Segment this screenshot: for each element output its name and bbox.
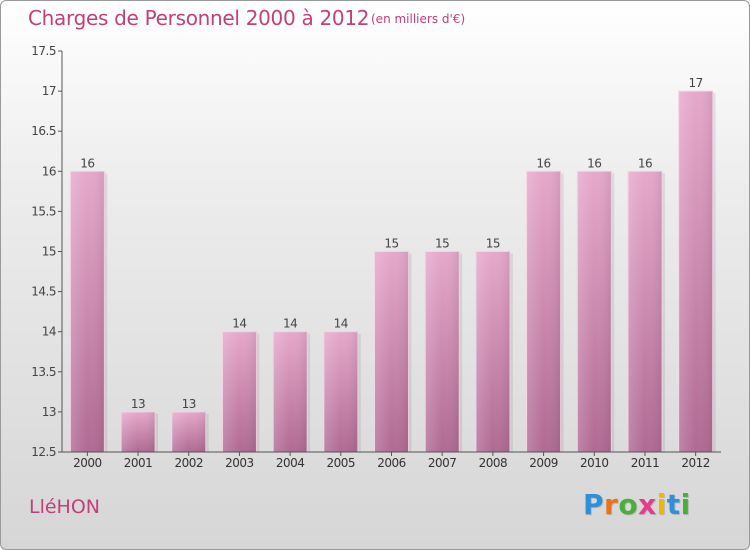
bar-highlight xyxy=(273,331,308,452)
x-tick-label: 2010 xyxy=(580,456,609,470)
x-tick-label: 2011 xyxy=(631,456,660,470)
data-label: 14 xyxy=(283,317,297,331)
data-label: 15 xyxy=(435,237,449,251)
y-tick-label: 14.5 xyxy=(31,285,56,299)
data-label: 15 xyxy=(486,237,500,251)
data-label: 13 xyxy=(182,397,196,411)
y-axis: 12.5 13 13.5 14 14.5 15 15.5 16 16.5 17 17.5 xyxy=(31,44,63,459)
y-tick-label: 16 xyxy=(42,164,56,178)
data-label: 16 xyxy=(638,156,652,170)
logo-letter: i xyxy=(656,488,667,521)
bar-highlight xyxy=(577,171,612,453)
x-tick-label: 2001 xyxy=(124,456,153,470)
bar-highlight xyxy=(425,251,460,452)
x-tick-label: 2005 xyxy=(327,456,356,470)
x-tick-label: 2008 xyxy=(479,456,508,470)
logo-letter: t xyxy=(666,488,681,521)
y-tick-label: 13 xyxy=(42,405,56,419)
y-tick-label: 12.5 xyxy=(31,445,56,459)
x-axis: 2000 2001 2002 2003 2004 2005 2006 2007 2008 2009… xyxy=(62,451,721,470)
x-tick-label: 2002 xyxy=(174,456,203,470)
logo-letter: r xyxy=(604,488,619,521)
bar-highlight xyxy=(374,251,409,452)
bar-highlight xyxy=(222,331,257,452)
bars: 16 13 13 14 14 14 15 15 15 16 16 16 17 xyxy=(69,76,716,453)
bar-highlight xyxy=(678,91,713,452)
bar-highlight xyxy=(323,331,358,452)
y-tick-label: 15 xyxy=(42,245,56,259)
chart-title: Charges de Personnel 2000 à 2012 xyxy=(28,6,370,30)
proxiti-logo: Proxiti xyxy=(583,488,691,521)
y-tick-label: 16.5 xyxy=(31,124,56,138)
bar-highlight xyxy=(70,171,105,453)
y-tick-label: 14 xyxy=(42,325,56,339)
bar-highlight xyxy=(526,171,561,453)
data-label: 14 xyxy=(334,317,348,331)
y-tick-label: 17 xyxy=(42,84,56,98)
data-label: 17 xyxy=(689,76,703,90)
x-tick-label: 2012 xyxy=(681,456,710,470)
bar-highlight xyxy=(171,411,206,452)
data-label: 16 xyxy=(587,156,601,170)
data-label: 16 xyxy=(536,156,550,170)
y-tick-label: 15.5 xyxy=(31,204,56,218)
bar-highlight xyxy=(121,411,156,452)
x-tick-label: 2003 xyxy=(225,456,254,470)
y-tick-label: 17.5 xyxy=(31,44,56,58)
bar-highlight xyxy=(627,171,662,453)
x-tick-label: 2006 xyxy=(377,456,406,470)
data-label: 14 xyxy=(232,317,246,331)
data-label: 15 xyxy=(384,237,398,251)
data-label: 13 xyxy=(131,397,145,411)
x-tick-label: 2009 xyxy=(529,456,558,470)
logo-letter: P xyxy=(583,488,605,521)
x-tick-label: 2004 xyxy=(276,456,305,470)
logo-letter: i xyxy=(680,488,691,521)
data-label: 16 xyxy=(80,156,94,170)
bar-highlight xyxy=(475,251,510,452)
x-tick-label: 2000 xyxy=(73,456,102,470)
x-tick-label: 2007 xyxy=(428,456,457,470)
logo-letter: o xyxy=(618,488,639,521)
y-tick-label: 13.5 xyxy=(31,365,56,379)
logo-letter: x xyxy=(638,488,657,521)
chart-subtitle: (en milliers d'€) xyxy=(371,12,466,26)
commune-name: LléHON xyxy=(29,496,101,518)
